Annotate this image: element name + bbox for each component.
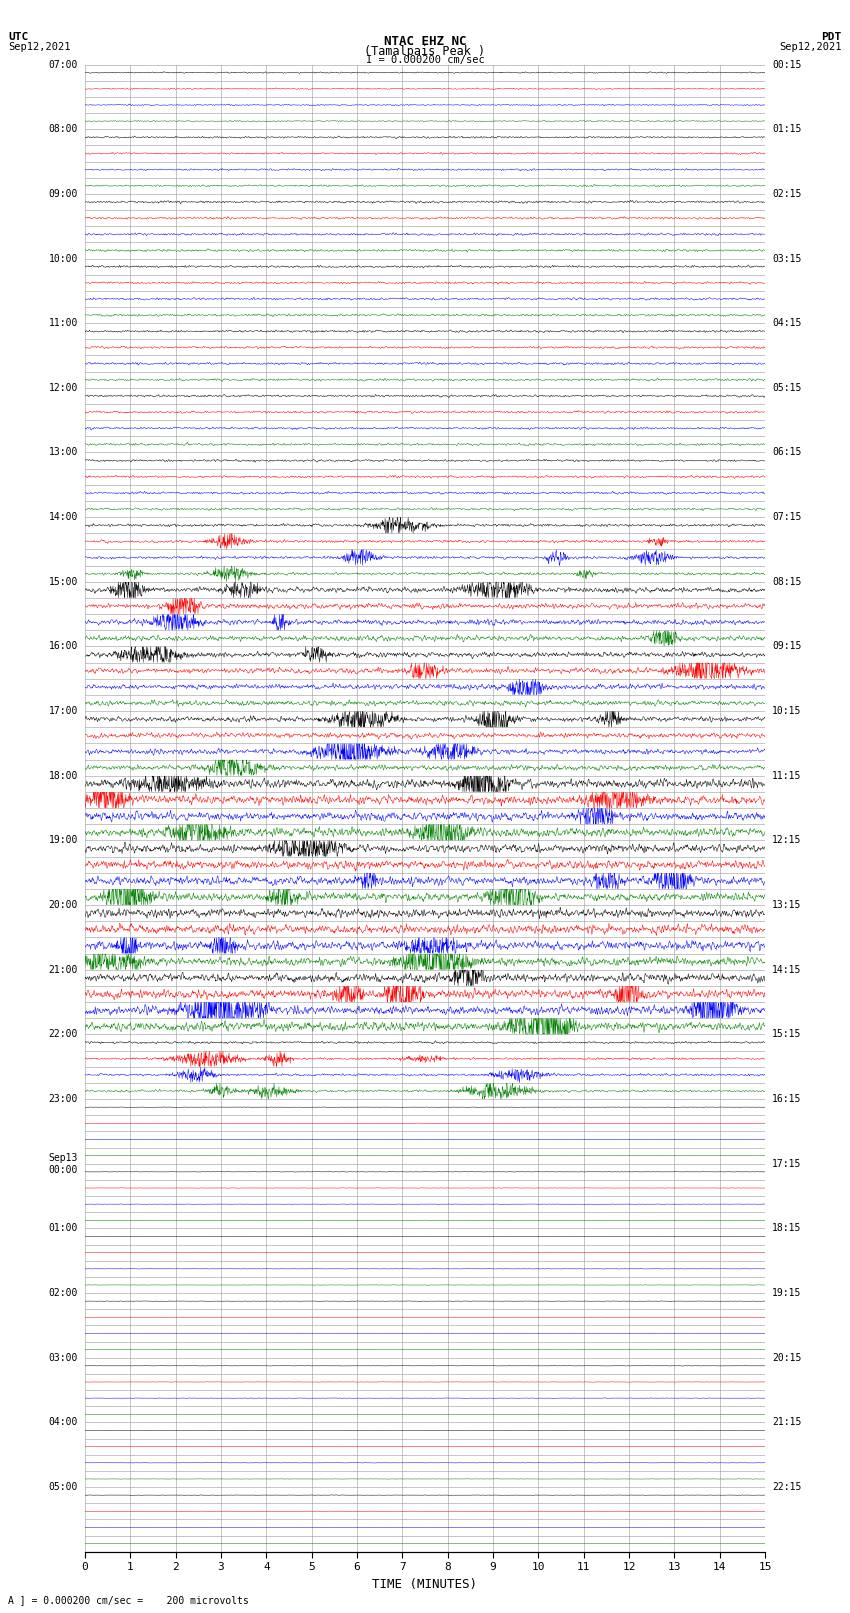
- Text: 09:00: 09:00: [48, 189, 78, 198]
- X-axis label: TIME (MINUTES): TIME (MINUTES): [372, 1578, 478, 1590]
- Text: 05:15: 05:15: [772, 382, 802, 394]
- Text: 12:00: 12:00: [48, 382, 78, 394]
- Text: 14:00: 14:00: [48, 513, 78, 523]
- Text: (Tamalpais Peak ): (Tamalpais Peak ): [365, 45, 485, 58]
- Text: NTAC EHZ NC: NTAC EHZ NC: [383, 35, 467, 48]
- Text: 16:00: 16:00: [48, 642, 78, 652]
- Text: Sep12,2021: Sep12,2021: [8, 42, 71, 52]
- Text: 04:15: 04:15: [772, 318, 802, 327]
- Text: 07:00: 07:00: [48, 60, 78, 69]
- Text: 02:00: 02:00: [48, 1289, 78, 1298]
- Text: I = 0.000200 cm/sec: I = 0.000200 cm/sec: [366, 55, 484, 65]
- Text: 09:15: 09:15: [772, 642, 802, 652]
- Text: 05:00: 05:00: [48, 1482, 78, 1492]
- Text: 11:00: 11:00: [48, 318, 78, 327]
- Text: 20:15: 20:15: [772, 1353, 802, 1363]
- Text: 15:00: 15:00: [48, 577, 78, 587]
- Text: PDT: PDT: [821, 32, 842, 42]
- Text: 15:15: 15:15: [772, 1029, 802, 1039]
- Text: 23:00: 23:00: [48, 1094, 78, 1103]
- Text: 21:15: 21:15: [772, 1418, 802, 1428]
- Text: 11:15: 11:15: [772, 771, 802, 781]
- Text: 22:15: 22:15: [772, 1482, 802, 1492]
- Text: 18:15: 18:15: [772, 1223, 802, 1234]
- Text: 17:00: 17:00: [48, 706, 78, 716]
- Text: 16:15: 16:15: [772, 1094, 802, 1103]
- Text: 01:00: 01:00: [48, 1223, 78, 1234]
- Text: UTC: UTC: [8, 32, 29, 42]
- Text: 03:00: 03:00: [48, 1353, 78, 1363]
- Text: 17:15: 17:15: [772, 1158, 802, 1169]
- Text: 01:15: 01:15: [772, 124, 802, 134]
- Text: 18:00: 18:00: [48, 771, 78, 781]
- Text: 22:00: 22:00: [48, 1029, 78, 1039]
- Text: Sep12,2021: Sep12,2021: [779, 42, 842, 52]
- Text: 21:00: 21:00: [48, 965, 78, 974]
- Text: 08:15: 08:15: [772, 577, 802, 587]
- Text: 06:15: 06:15: [772, 447, 802, 458]
- Text: 00:15: 00:15: [772, 60, 802, 69]
- Text: A ] = 0.000200 cm/sec =    200 microvolts: A ] = 0.000200 cm/sec = 200 microvolts: [8, 1595, 249, 1605]
- Text: 07:15: 07:15: [772, 513, 802, 523]
- Text: 08:00: 08:00: [48, 124, 78, 134]
- Text: 19:15: 19:15: [772, 1289, 802, 1298]
- Text: 13:15: 13:15: [772, 900, 802, 910]
- Text: 13:00: 13:00: [48, 447, 78, 458]
- Text: 14:15: 14:15: [772, 965, 802, 974]
- Text: 20:00: 20:00: [48, 900, 78, 910]
- Text: 10:15: 10:15: [772, 706, 802, 716]
- Text: 04:00: 04:00: [48, 1418, 78, 1428]
- Text: 10:00: 10:00: [48, 253, 78, 263]
- Text: 19:00: 19:00: [48, 836, 78, 845]
- Text: 02:15: 02:15: [772, 189, 802, 198]
- Text: Sep13
00:00: Sep13 00:00: [48, 1153, 78, 1174]
- Text: 12:15: 12:15: [772, 836, 802, 845]
- Text: 03:15: 03:15: [772, 253, 802, 263]
